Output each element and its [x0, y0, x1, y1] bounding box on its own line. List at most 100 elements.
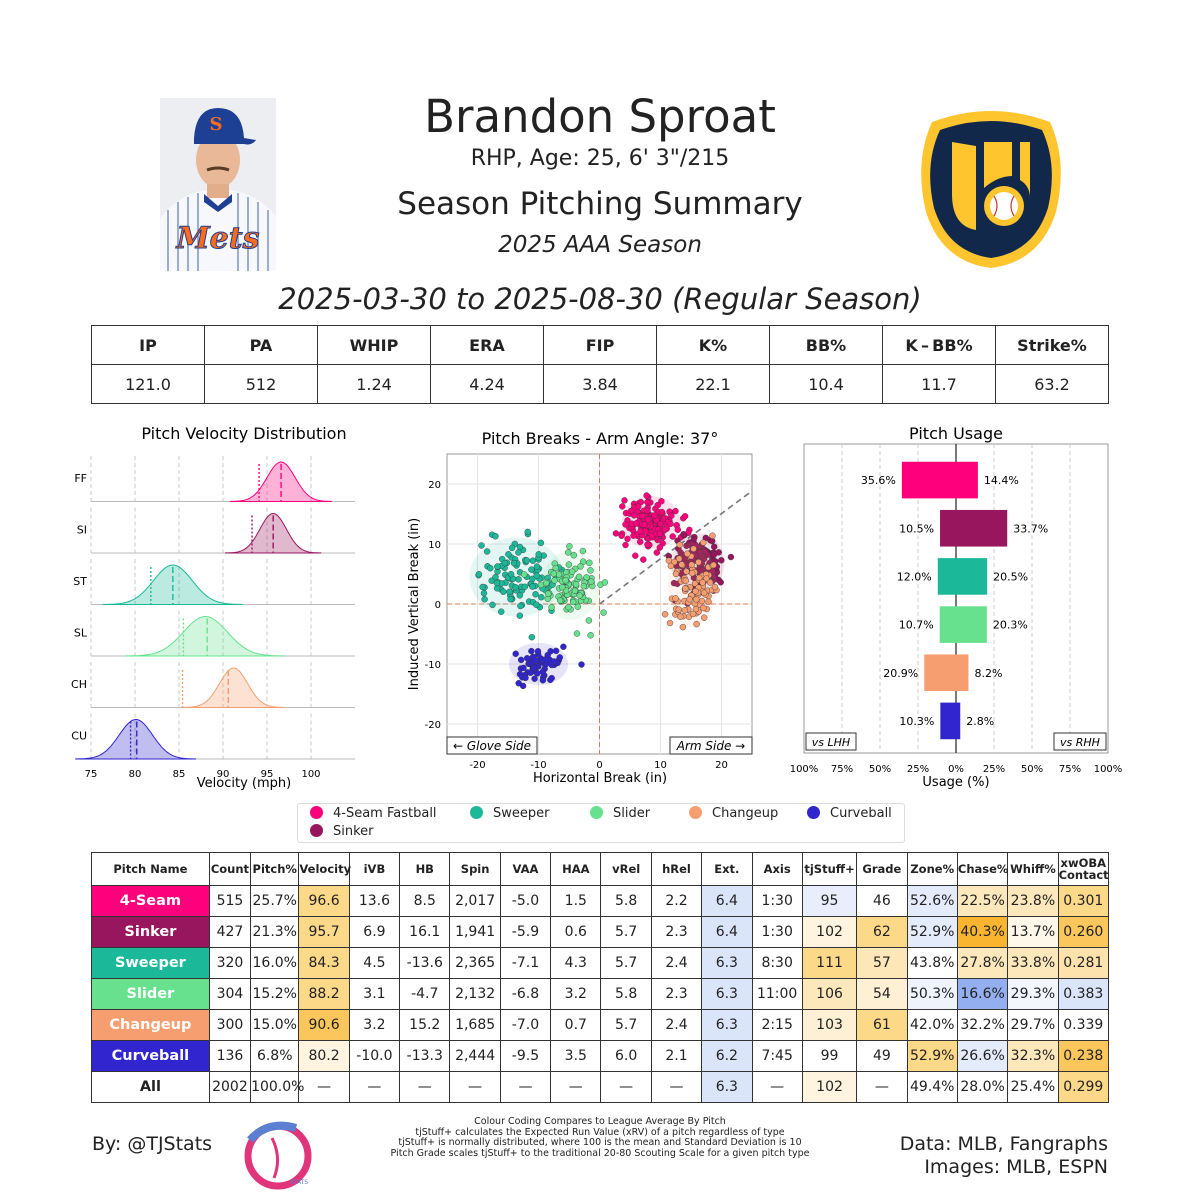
breaks-point [630, 512, 638, 519]
usage-label-lhh: 10.5% [899, 522, 934, 535]
breaks-point [566, 543, 573, 550]
footer-note: Colour Coding Compares to League Average… [474, 1116, 726, 1127]
stat-header: K% [656, 325, 770, 365]
breaks-point [577, 563, 584, 570]
breaks-point [587, 567, 594, 574]
pitch-table-row: Sinker 427 21.3% 95.7 6.9 16.1 1,941 -5.9 0.6 5.7… [91, 916, 1110, 948]
pitch-table-header-cell: VAA [499, 852, 552, 886]
breaks-point [568, 568, 576, 575]
legend-item-ff: 4-Seam Fastball [310, 806, 437, 821]
breaks-point [576, 592, 583, 599]
usage-tick-label: 25% [907, 764, 929, 775]
breaks-point [534, 648, 542, 655]
season-label: 2025 AAA Season [498, 232, 702, 258]
usage-bar-sl: 10.7% 20.3% [899, 606, 1028, 643]
pitch-table-header-cell: Axis [751, 852, 803, 886]
breaks-y-tick: 20 [428, 480, 441, 491]
pitch-table-header-cell: Pitch% [250, 852, 300, 886]
breaks-point [700, 604, 707, 612]
pitch-table-cell: 88.2 [298, 978, 350, 1010]
breaks-point [669, 533, 676, 540]
pitch-table-cell: 32.2% [956, 1009, 1009, 1041]
pitch-table-cell: 61 [856, 1009, 908, 1041]
pitch-table-cell: — [499, 1071, 552, 1103]
breaks-point [517, 602, 524, 610]
pitch-table-cell: -13.3 [399, 1040, 451, 1072]
pitch-table-header-cell: Ext. [701, 852, 753, 886]
breaks-point [690, 545, 697, 553]
stat-value: 63.2 [995, 364, 1109, 404]
legend-item-sl: Slider [590, 806, 650, 821]
pitch-table-cell: -9.5 [499, 1040, 552, 1072]
breaks-point [523, 557, 531, 564]
pitch-table-header-cell: Chase% [956, 852, 1008, 886]
breaks-point [686, 595, 693, 603]
pitch-table-cell: -13.6 [399, 947, 451, 979]
breaks-point [667, 562, 675, 570]
pitch-table-cell: 27.8% [956, 947, 1009, 979]
breaks-point [533, 572, 540, 579]
breaks-point [622, 541, 629, 549]
stat-value: 512 [204, 364, 318, 404]
breaks-point [684, 550, 691, 558]
breaks-point [550, 570, 558, 577]
arm-side-text: Arm Side → [676, 739, 745, 753]
breaks-point [501, 559, 509, 567]
breaks-point [657, 520, 664, 528]
usage-tick-label: 50% [1021, 764, 1043, 775]
usage-label-lhh: 20.9% [883, 667, 918, 680]
pitch-table-cell: 111 [801, 947, 858, 979]
pitch-table-cell: 42.0% [906, 1009, 958, 1041]
breaks-point [539, 677, 547, 684]
pitch-table-cell: 6.3 [701, 978, 753, 1010]
pitch-table-cell: 5.8 [600, 885, 652, 917]
breaks-point [710, 551, 718, 558]
data-source: Data: MLB, Fangraphs [899, 1133, 1108, 1155]
stat-header: ERA [430, 325, 544, 365]
pitch-table-cell: 2.1 [650, 1040, 703, 1072]
pitch-table-cell: 95.7 [298, 916, 350, 948]
breaks-series-ch [661, 532, 720, 631]
pitch-table-header-cell: Grade [856, 852, 908, 886]
images-source: Images: MLB, ESPN [924, 1156, 1108, 1178]
pitch-table-header-cell: Spin [449, 852, 501, 886]
pitch-table-header-cell: HAA [550, 852, 602, 886]
pitch-table-header-cell: iVB [348, 852, 401, 886]
breaks-point [674, 526, 681, 533]
usage-label-rhh: 2.8% [966, 715, 994, 728]
breaks-x-tick: -10 [530, 760, 546, 771]
usage-label-lhh: 35.6% [861, 474, 896, 487]
breaks-point [583, 574, 590, 581]
legend-marker [689, 806, 702, 819]
pitch-table-row: All 2002 100.0% — — — — — — — —6.3—102—49.4% 28.0% 2… [91, 1071, 1110, 1103]
breaks-point [520, 571, 528, 578]
pitch-table-cell: 2.4 [650, 1009, 703, 1041]
footer-note: tjStuff+ calculates the Expected Run Val… [415, 1126, 785, 1138]
pitch-table-header-cell: tjStuff+ [801, 852, 858, 886]
legend-label: Changeup [712, 806, 779, 821]
breaks-point [508, 544, 516, 552]
breaks-point [633, 520, 640, 527]
stat-value: 11.7 [882, 364, 996, 404]
breaks-point [656, 530, 664, 537]
breaks-point [709, 532, 716, 539]
breaks-point [515, 549, 522, 556]
usage-tick-label: 25% [983, 764, 1005, 775]
svg-text:S: S [210, 114, 223, 135]
pitch-table-cell: 46 [856, 885, 908, 917]
breaks-x-tick: 20 [715, 760, 728, 771]
breaks-point [543, 579, 550, 587]
stat-header: FIP [543, 325, 657, 365]
legend-item-ch: Changeup [689, 806, 778, 821]
pitch-table-cell: 2,444 [449, 1040, 501, 1072]
velocity-row-st: ST [73, 559, 355, 605]
pitch-table-row: 4-Seam 515 25.7% 96.6 13.6 8.5 2,017 -5.0 1.5 5.8… [91, 885, 1110, 917]
pitch-table-cell: 2.2 [650, 885, 703, 917]
breaks-point [665, 557, 673, 564]
date-range: 2025-03-30 to 2025-08-30 (Regular Season… [278, 282, 922, 316]
breaks-point [528, 647, 535, 655]
pitch-table-header-cell: xwOBA Contact [1057, 852, 1110, 886]
arm-side-box [669, 736, 753, 755]
pitch-table-cell: — [751, 1071, 803, 1103]
breaks-x-label: Horizontal Break (in) [533, 771, 667, 786]
